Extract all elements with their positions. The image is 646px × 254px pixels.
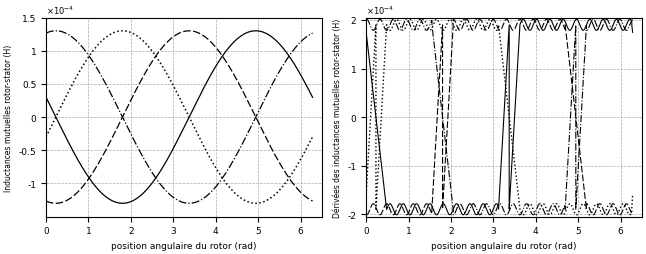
Y-axis label: Inductances mutuelles rotor-stator (H): Inductances mutuelles rotor-stator (H) (4, 44, 13, 191)
Text: $\times 10^{-4}$: $\times 10^{-4}$ (366, 4, 394, 17)
X-axis label: position angulaire du rotor (rad): position angulaire du rotor (rad) (432, 241, 577, 250)
Y-axis label: Dérivées des inductances mutuelles rotor-stator (H): Dérivées des inductances mutuelles rotor… (333, 18, 342, 217)
Text: $\times 10^{-4}$: $\times 10^{-4}$ (46, 4, 74, 17)
X-axis label: position angulaire du rotor (rad): position angulaire du rotor (rad) (111, 241, 256, 250)
